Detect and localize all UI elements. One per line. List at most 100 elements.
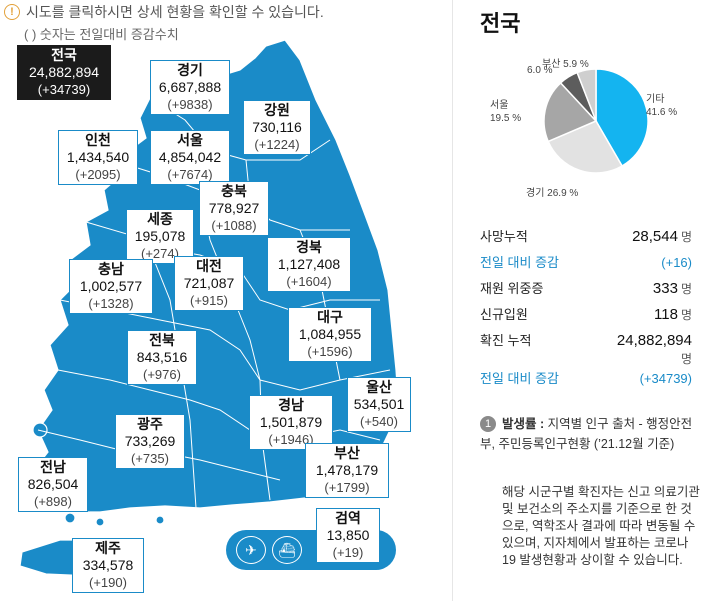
stat-key: 신규입원: [480, 307, 528, 322]
stat-value: (+16): [661, 255, 692, 270]
region-name: 세종: [147, 211, 173, 227]
pie-label-seoul: 서울 19.5 %: [490, 100, 522, 124]
stat-key: 전일 대비 증감: [480, 371, 559, 386]
pie-chart-svg: [543, 68, 649, 174]
region-incheon[interactable]: 인천 1,434,540 (+2095): [58, 130, 138, 185]
region-name: 경북: [296, 239, 322, 255]
region-value: 778,927: [208, 200, 260, 216]
region-diff: (+190): [89, 575, 127, 590]
notice-sub: ( ) 숫자는 전일대비 증감수치: [24, 27, 179, 42]
region-value: 733,269: [124, 433, 176, 449]
stat-unit: 명: [680, 352, 692, 366]
region-gyeongbuk[interactable]: 경북 1,127,408 (+1604): [267, 237, 351, 292]
stat-row-deaths-diff: 전일 대비 증감 (+16): [480, 252, 692, 278]
region-value: 1,501,879: [259, 414, 323, 430]
region-value: 1,478,179: [315, 462, 379, 478]
notice-text: 시도를 클릭하시면 상세 현황을 확인할 수 있습니다.: [26, 4, 324, 20]
incidence-note: 1 발생률 : 지역별 인구 출처 - 행정안전부, 주민등록인구현황 (’21.…: [480, 414, 695, 454]
region-gyeonggi[interactable]: 경기 6,687,888 (+9838): [150, 60, 230, 115]
stat-row-deaths: 사망누적 28,544 명: [480, 226, 692, 252]
region-value: 13,850: [326, 527, 370, 543]
stat-row-critical: 재원 위중증 333 명: [480, 278, 692, 304]
region-jeonbuk[interactable]: 전북 843,516 (+976): [127, 330, 197, 385]
note-text: 지역별 인구 출처 - 행정안전부, 주민등록인구현황 (’21.12월 기준): [480, 417, 693, 451]
region-diff: (+1596): [307, 344, 353, 359]
region-name: 대구: [317, 309, 343, 325]
pie-label-busan: 부산 5.9 %: [542, 59, 589, 70]
region-diff: (+19): [332, 545, 364, 560]
region-jeonnam[interactable]: 전남 826,504 (+898): [18, 457, 88, 512]
region-ulsan[interactable]: 울산 534,501 (+540): [347, 377, 411, 432]
region-diff: (+915): [190, 293, 228, 308]
stat-value: 24,882,894: [616, 332, 692, 349]
region-diff: (+976): [143, 367, 181, 382]
stats-list: 사망누적 28,544 명 전일 대비 증감 (+16) 재원 위중증 333 명 …: [480, 226, 692, 394]
region-sejong[interactable]: 세종 195,078 (+274): [126, 209, 194, 264]
region-value: 195,078: [134, 228, 186, 244]
region-name: 대전: [196, 258, 222, 274]
panel-divider: [452, 0, 453, 601]
region-gangwon[interactable]: 강원 730,116 (+1224): [243, 100, 311, 155]
region-jeju[interactable]: 제주 334,578 (+190): [72, 538, 144, 593]
note-title: 발생률 :: [502, 417, 545, 431]
region-value: 1,127,408: [277, 256, 341, 272]
pie-label-etc: 기타 41.6 %: [646, 94, 678, 118]
pie-label-incheon: 6.0 %: [527, 65, 553, 76]
pie-chart: 기타 41.6 % 경기 26.9 % 서울 19.5 % 6.0 % 부산 5…: [462, 40, 701, 210]
region-diff: (+9838): [167, 97, 213, 112]
note-number-badge: 1: [480, 416, 496, 432]
stat-row-cumulative-diff: 전일 대비 증감 (+34739): [480, 368, 692, 394]
region-gwangju[interactable]: 광주 733,269 (+735): [115, 414, 185, 469]
region-name: 경남: [278, 397, 304, 413]
region-chungbuk[interactable]: 충북 778,927 (+1088): [199, 181, 269, 236]
exclamation-circle-icon: !: [4, 4, 20, 20]
region-name: 광주: [137, 416, 163, 432]
region-name: 전국: [51, 47, 77, 63]
region-daegu[interactable]: 대구 1,084,955 (+1596): [288, 307, 372, 362]
region-value: 6,687,888: [158, 79, 222, 95]
region-diff: (+2095): [75, 167, 121, 182]
region-daejeon[interactable]: 대전 721,087 (+915): [174, 256, 244, 311]
note-body: 해당 시군구별 확진자는 신고 의료기관 및 보건소의 주소지를 기준으로 한 …: [502, 485, 700, 567]
stat-value: 28,544 명: [632, 228, 692, 245]
region-busan[interactable]: 부산 1,478,179 (+1799): [305, 443, 389, 498]
region-name: 서울: [177, 132, 203, 148]
region-name: 검역: [335, 510, 361, 526]
region-value: 843,516: [136, 349, 188, 365]
region-diff: (+735): [131, 451, 169, 466]
region-diff: (+1604): [286, 274, 332, 289]
region-seoul[interactable]: 서울 4,854,042 (+7674): [150, 130, 230, 185]
region-diff: (+1224): [254, 137, 300, 152]
region-diff: (+1946): [268, 432, 314, 447]
region-chungnam[interactable]: 충남 1,002,577 (+1328): [69, 259, 153, 314]
region-quarantine[interactable]: 검역 13,850 (+19): [316, 508, 380, 563]
region-diff: (+1799): [324, 480, 370, 495]
region-name: 강원: [264, 102, 290, 118]
region-name: 제주: [95, 540, 121, 556]
map-panel: ! 시도를 클릭하시면 상세 현황을 확인할 수 있습니다. ( ) 숫자는 전…: [4, 2, 411, 593]
airplane-icon: ✈: [236, 536, 266, 564]
region-diff: (+274): [141, 246, 179, 261]
ship-icon: ⛴: [272, 536, 302, 564]
pie-label-gyeonggi: 경기 26.9 %: [526, 188, 579, 199]
pie-slice-4: [576, 68, 597, 122]
region-diff: (+1328): [88, 296, 134, 311]
region-value: 1,434,540: [66, 149, 130, 165]
region-value: 24,882,894: [28, 64, 100, 80]
region-name: 부산: [334, 445, 360, 461]
region-value: 730,116: [252, 119, 302, 135]
stat-value: 118 명: [654, 306, 692, 323]
stat-row-new-admissions: 신규입원 118 명: [480, 304, 692, 330]
stat-key: 전일 대비 증감: [480, 255, 559, 270]
region-value: 334,578: [82, 557, 134, 573]
summary-panel: 전국 기타 41.6 % 경기 26.9 % 서울 19.5 % 6.0 % 부…: [462, 0, 701, 601]
region-diff: (+7674): [167, 167, 213, 182]
notice: ! 시도를 클릭하시면 상세 현황을 확인할 수 있습니다.: [4, 2, 324, 22]
region-name: 충남: [98, 261, 124, 277]
region-diff: (+1088): [211, 218, 257, 233]
stat-value: (+34739): [639, 371, 692, 386]
region-name: 인천: [85, 132, 111, 148]
stat-value: 333 명: [652, 280, 692, 297]
region-national[interactable]: 전국 24,882,894 (+34739): [17, 45, 111, 100]
region-gyeongnam[interactable]: 경남 1,501,879 (+1946): [249, 395, 333, 450]
